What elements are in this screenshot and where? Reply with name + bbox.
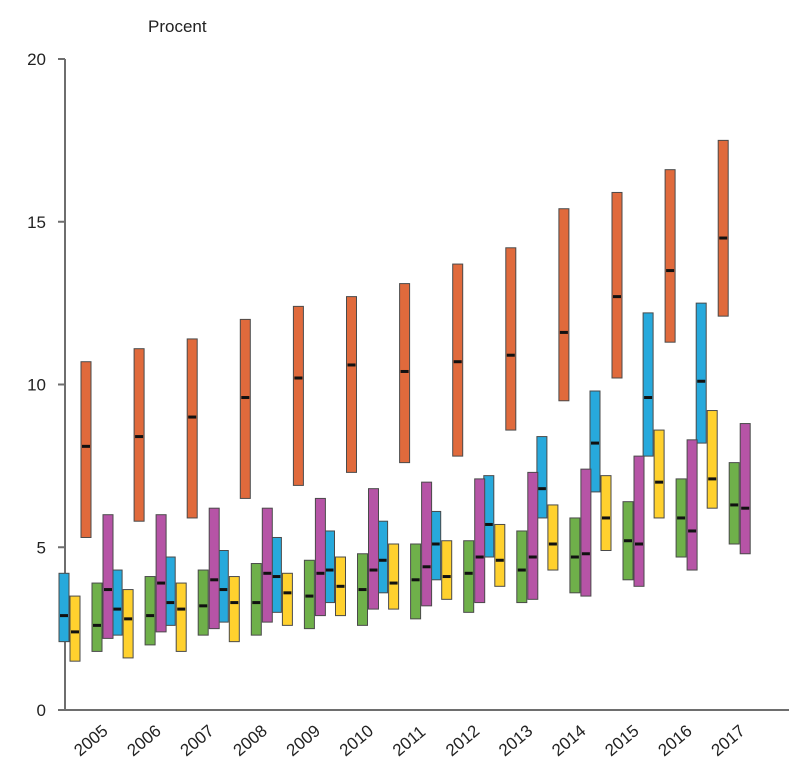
box-series — [58, 302, 707, 643]
box-range — [452, 263, 464, 457]
x-tick-label: 2015 — [601, 721, 642, 760]
box-series — [91, 462, 740, 652]
box-range — [270, 536, 282, 613]
box-range — [292, 305, 304, 486]
box-range — [388, 543, 400, 610]
box-range — [250, 563, 262, 636]
x-tick-label: 2016 — [654, 721, 695, 760]
box-range — [717, 139, 729, 317]
box-range — [111, 569, 123, 636]
box-range — [217, 550, 229, 623]
box-range — [69, 595, 81, 662]
x-tick-label: 2006 — [123, 721, 164, 760]
box-range — [208, 507, 220, 630]
box-range — [155, 514, 167, 633]
box-range — [91, 582, 103, 652]
y-axis-label: Procent — [148, 17, 207, 36]
box-range — [303, 559, 315, 630]
box-range — [527, 471, 539, 600]
box-range — [239, 318, 251, 499]
box-range — [536, 436, 548, 519]
box-range — [505, 247, 517, 431]
box-range — [324, 530, 335, 604]
box-range — [261, 507, 273, 623]
y-tick-label: 20 — [27, 50, 46, 69]
x-tick-label: 2010 — [336, 721, 377, 760]
box-range — [463, 540, 475, 613]
box-range — [569, 517, 581, 594]
box-range — [728, 462, 740, 545]
box-series — [69, 410, 718, 662]
x-tick-label: 2012 — [442, 721, 483, 760]
box-range — [600, 475, 612, 552]
box-range — [642, 312, 654, 457]
y-tick-label: 10 — [27, 376, 46, 395]
box-series-group — [58, 139, 751, 662]
box-range — [547, 504, 559, 571]
box-range — [421, 481, 433, 607]
box-range — [186, 338, 198, 519]
box-range — [580, 468, 592, 597]
x-axis: 2005 2006 2007 2008 2009 2010 2011 2012 2013 2014… — [65, 709, 789, 760]
box-range — [399, 283, 411, 464]
box-range — [58, 572, 70, 643]
x-tick-label: 2013 — [495, 721, 536, 760]
box-range — [558, 208, 570, 402]
x-tick-label: 2014 — [548, 721, 589, 760]
y-tick-label: 0 — [37, 701, 46, 720]
box-series — [80, 139, 729, 538]
box-range — [228, 576, 240, 643]
box-range — [633, 455, 645, 587]
box-range — [483, 475, 495, 558]
box-range — [739, 423, 751, 555]
box-range — [122, 589, 134, 659]
box-range — [494, 523, 506, 587]
box-range — [102, 514, 114, 639]
box-range — [516, 530, 528, 604]
box-range — [441, 540, 453, 600]
x-tick-label: 2008 — [230, 721, 271, 760]
box-range — [695, 302, 707, 444]
box-range — [653, 429, 665, 519]
x-tick-label: 2005 — [70, 721, 111, 760]
box-range — [164, 556, 176, 626]
box-range — [281, 572, 293, 626]
box-range — [410, 543, 422, 620]
box-range — [80, 361, 92, 538]
x-tick-label: 2007 — [177, 721, 218, 760]
box-range — [686, 439, 698, 571]
box-range — [611, 191, 623, 379]
box-range — [474, 478, 486, 604]
y-tick-label: 5 — [37, 538, 46, 557]
box-range — [706, 410, 718, 509]
y-tick-label: 15 — [27, 213, 46, 232]
box-range — [589, 390, 601, 493]
box-range — [175, 582, 187, 652]
box-range — [144, 576, 156, 646]
box-range — [430, 510, 442, 581]
box-range — [664, 169, 676, 343]
box-range — [314, 497, 326, 617]
x-tick-label: 2011 — [389, 722, 429, 760]
box-range — [368, 488, 379, 610]
box-range — [133, 348, 145, 522]
box-range — [377, 520, 389, 594]
box-series — [102, 423, 751, 639]
box-range — [346, 296, 357, 473]
box-range — [197, 569, 209, 636]
x-tick-label: 2017 — [708, 721, 749, 760]
x-tick-label: 2009 — [283, 721, 324, 760]
